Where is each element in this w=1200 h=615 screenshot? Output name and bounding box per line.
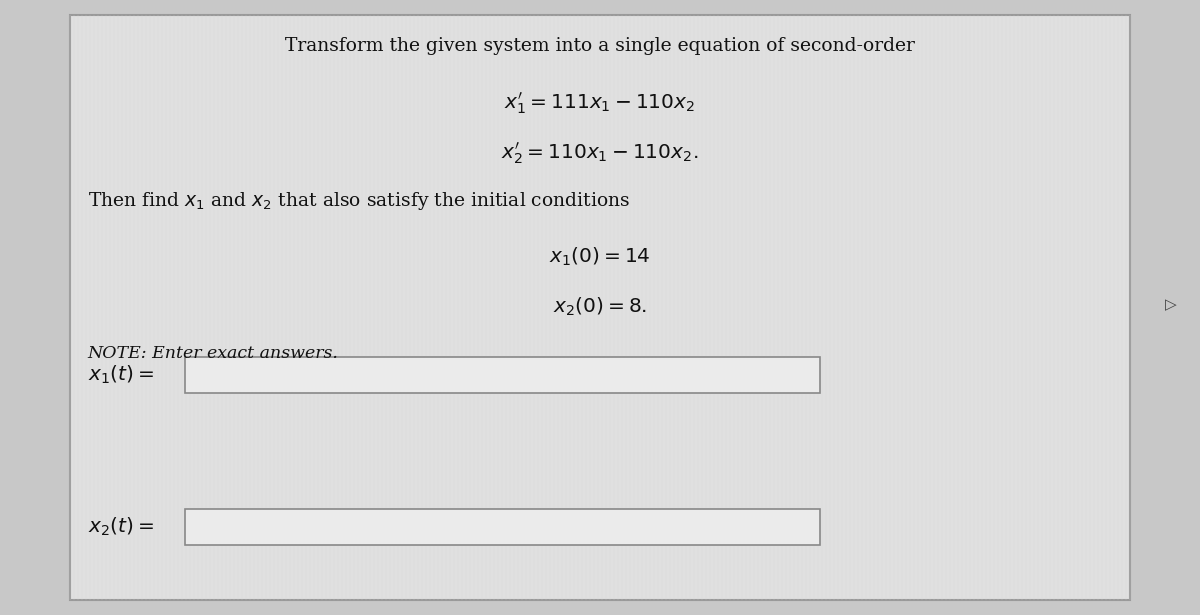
Text: Then find $x_1$ and $x_2$ that also satisfy the initial conditions: Then find $x_1$ and $x_2$ that also sati… [88,191,630,212]
FancyBboxPatch shape [185,357,820,393]
FancyBboxPatch shape [185,509,820,545]
Text: $x_1(0) = 14$: $x_1(0) = 14$ [550,245,650,268]
Text: NOTE: Enter exact answers.: NOTE: Enter exact answers. [88,346,338,362]
Text: $x_2(0) = 8.$: $x_2(0) = 8.$ [553,295,647,318]
Text: $x_1' = 111x_1 - 110x_2$: $x_1' = 111x_1 - 110x_2$ [504,90,696,116]
Text: $x_2' = 110x_1 - 110x_2.$: $x_2' = 110x_1 - 110x_2.$ [502,140,698,166]
FancyBboxPatch shape [70,15,1130,600]
Text: Transform the given system into a single equation of second-order: Transform the given system into a single… [286,38,914,55]
Text: $x_1(t) =$: $x_1(t) =$ [88,363,154,386]
Text: $\triangleright$: $\triangleright$ [1164,298,1177,313]
Text: $x_2(t) =$: $x_2(t) =$ [88,515,154,538]
